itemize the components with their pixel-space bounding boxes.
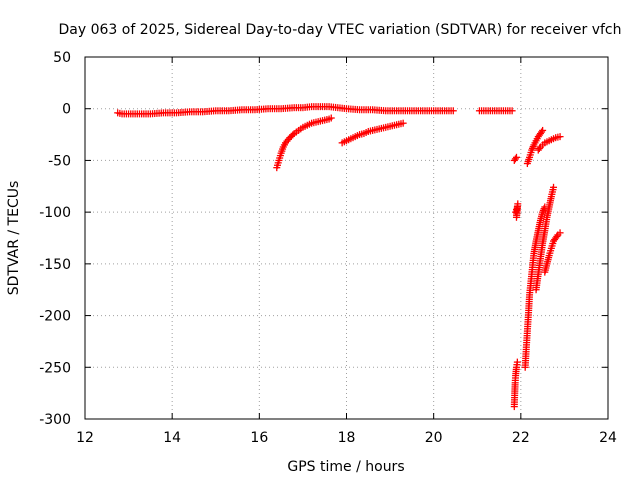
x-tick-label: 18	[338, 430, 356, 446]
series-arc-16h	[273, 114, 335, 172]
data-point	[289, 131, 297, 139]
series-arc-18h	[338, 119, 407, 147]
data-point	[514, 200, 522, 208]
y-tick-label: -150	[39, 257, 71, 273]
data-point	[550, 183, 558, 191]
series-rise-22.8h	[541, 229, 564, 276]
plot-frame	[84, 56, 609, 420]
data-point	[399, 119, 407, 127]
chart-title: Day 063 of 2025, Sidereal Day-to-day VTE…	[58, 22, 621, 38]
data-point	[535, 145, 543, 153]
data-point	[539, 126, 547, 134]
data-point	[538, 128, 546, 136]
x-axis-label: GPS time / hours	[287, 459, 404, 475]
x-tick-label: 24	[599, 430, 617, 446]
series-rise-22.2h	[521, 203, 549, 371]
series-plunge-21.9h	[510, 358, 521, 411]
series-rise-22.55h	[532, 183, 558, 294]
x-tick-label: 22	[512, 430, 530, 446]
series-arc-22.2h	[523, 126, 547, 168]
data-point	[553, 232, 561, 240]
data-point	[513, 358, 521, 366]
data-point	[556, 229, 564, 237]
data-point	[449, 107, 457, 115]
x-tick-label: 16	[250, 430, 268, 446]
y-tick-label: -300	[39, 412, 71, 428]
series-isolated-points	[475, 107, 516, 115]
y-tick-label: -50	[48, 153, 71, 169]
series-points-21.9h	[510, 153, 522, 221]
y-tick-label: 50	[53, 50, 71, 66]
y-tick-label: 0	[62, 102, 71, 118]
data-points	[114, 103, 564, 411]
x-tick-label: 20	[425, 430, 443, 446]
series-arc-22.5h	[534, 133, 564, 154]
data-point	[512, 153, 520, 161]
grid	[85, 57, 608, 419]
x-tick-label: 12	[76, 430, 94, 446]
y-tick-label: -100	[39, 205, 71, 221]
data-point	[327, 114, 335, 122]
data-point	[556, 133, 564, 141]
y-tick-label: -200	[39, 309, 71, 325]
tick-labels: 12 14 16 18 20 22 24 50 0 -50 -100 -150 -200 -250 -300	[39, 50, 617, 446]
data-point	[508, 107, 516, 115]
x-tick-label: 14	[163, 430, 181, 446]
y-axis-label: SDTVAR / TECUs	[6, 181, 22, 296]
data-point	[511, 155, 519, 163]
y-tick-label: -250	[39, 360, 71, 376]
series-track-near-zero	[114, 103, 457, 118]
